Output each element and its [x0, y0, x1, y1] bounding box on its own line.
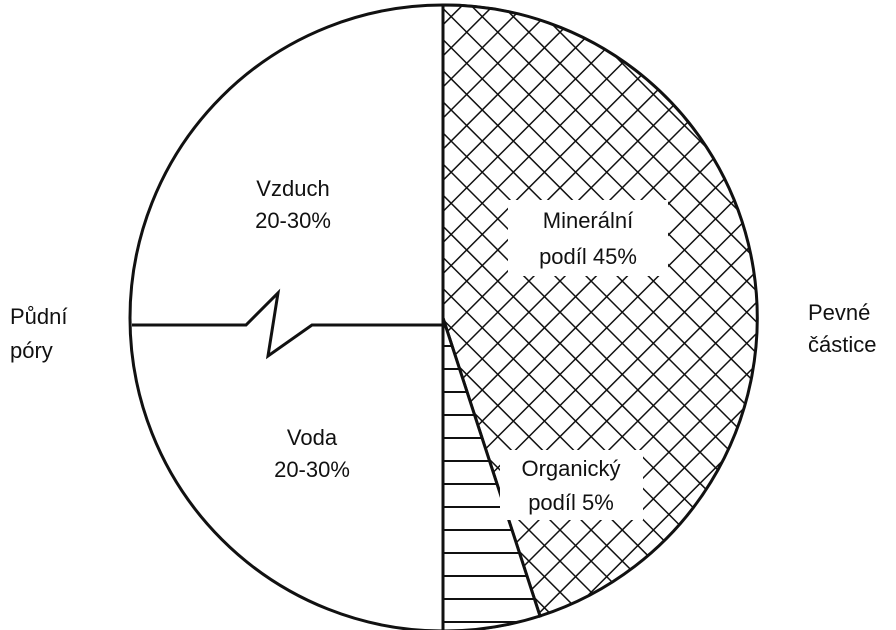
solids-label: Pevné — [808, 300, 870, 325]
air-value: 20-30% — [255, 208, 331, 233]
organic-value: podíl 5% — [528, 490, 614, 515]
organic-label: Organický — [521, 456, 620, 481]
water-value: 20-30% — [274, 457, 350, 482]
organic-slice — [441, 317, 542, 630]
pores-label: Půdní — [10, 304, 68, 329]
pie — [128, 3, 759, 630]
mineral-label: Minerální — [543, 208, 633, 233]
air-label: Vzduch — [256, 176, 329, 201]
organic-label-bg — [500, 450, 643, 520]
solids-label: částice — [808, 332, 876, 357]
mineral-value: podíl 45% — [539, 244, 637, 269]
pores-label: póry — [10, 338, 53, 363]
labels: Vzduch 20-30% Voda 20-30% Minerální podí… — [255, 176, 637, 515]
water-label: Voda — [287, 425, 338, 450]
mineral-label-bg — [508, 200, 668, 276]
air-water-boundary — [132, 288, 443, 360]
